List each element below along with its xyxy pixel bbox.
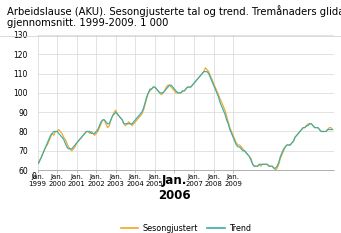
Text: Arbeidslause (AKU). Sesongjusterte tal og trend. Tremånaders glidande
gjennomsni: Arbeidslause (AKU). Sesongjusterte tal o… bbox=[7, 5, 341, 28]
Text: 0: 0 bbox=[32, 172, 36, 181]
Legend: Sesongjustert, Trend: Sesongjustert, Trend bbox=[117, 221, 254, 233]
